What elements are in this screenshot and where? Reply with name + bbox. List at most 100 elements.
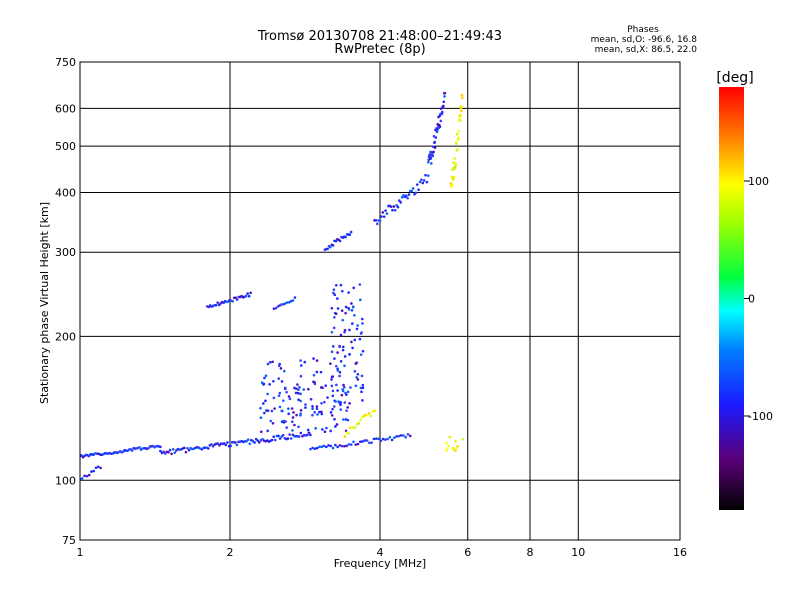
x-mode-point bbox=[455, 142, 458, 145]
o-mode-point bbox=[168, 448, 172, 452]
o-mode-point bbox=[248, 442, 252, 446]
o-mode-point bbox=[325, 426, 328, 430]
o-mode-point bbox=[370, 441, 373, 444]
o-mode-point bbox=[407, 193, 411, 196]
o-mode-point bbox=[263, 376, 266, 380]
chart-subtitle: RwPretec (8p) bbox=[334, 42, 425, 57]
o-mode-point bbox=[249, 291, 252, 295]
o-mode-point bbox=[272, 396, 276, 400]
o-mode-point bbox=[285, 390, 288, 394]
o-mode-point bbox=[343, 401, 347, 404]
data-points bbox=[80, 91, 465, 481]
o-mode-point bbox=[87, 454, 91, 458]
o-mode-point bbox=[330, 306, 334, 310]
o-mode-point bbox=[186, 446, 189, 450]
x-mode-point bbox=[446, 447, 449, 451]
o-mode-point bbox=[324, 384, 328, 387]
o-mode-point bbox=[424, 173, 427, 177]
o-mode-point bbox=[312, 373, 316, 377]
o-mode-point bbox=[285, 301, 289, 304]
x-mode-point bbox=[460, 109, 463, 113]
o-mode-point bbox=[279, 367, 283, 370]
o-mode-point bbox=[359, 353, 363, 356]
o-mode-point bbox=[83, 474, 86, 478]
o-mode-point bbox=[272, 379, 275, 383]
o-mode-point bbox=[159, 449, 162, 453]
o-mode-point bbox=[388, 435, 392, 439]
o-mode-point bbox=[291, 416, 295, 419]
o-mode-point bbox=[347, 308, 351, 311]
x-mode-point bbox=[459, 114, 463, 117]
o-mode-point bbox=[320, 401, 323, 405]
o-mode-point bbox=[262, 402, 265, 405]
o-mode-point bbox=[99, 466, 102, 470]
x-tick-label: 10 bbox=[571, 546, 585, 559]
x-mode-point bbox=[457, 129, 461, 133]
o-mode-point bbox=[431, 154, 435, 158]
o-mode-point bbox=[346, 390, 350, 394]
o-mode-point bbox=[323, 400, 326, 404]
o-mode-point bbox=[339, 333, 343, 337]
o-mode-point bbox=[330, 350, 334, 354]
o-mode-point bbox=[97, 465, 100, 469]
o-mode-point bbox=[296, 383, 299, 386]
y-axis-label: Stationary phase Virtual Height [km] bbox=[38, 202, 51, 404]
o-mode-point bbox=[80, 454, 83, 457]
o-mode-point bbox=[355, 375, 358, 379]
o-mode-point bbox=[277, 377, 281, 380]
o-mode-point bbox=[398, 199, 401, 202]
o-mode-point bbox=[299, 359, 302, 362]
o-mode-point bbox=[297, 388, 300, 391]
o-mode-point bbox=[336, 389, 339, 392]
o-mode-point bbox=[326, 396, 329, 399]
o-mode-point bbox=[340, 393, 344, 397]
o-mode-point bbox=[440, 110, 444, 114]
o-mode-point bbox=[331, 389, 335, 393]
o-mode-point bbox=[210, 443, 213, 446]
o-mode-point bbox=[299, 392, 302, 396]
x-mode-point bbox=[357, 421, 361, 425]
o-mode-point bbox=[297, 425, 300, 429]
o-mode-point bbox=[338, 444, 342, 447]
o-mode-point bbox=[395, 203, 398, 207]
o-mode-point bbox=[315, 405, 319, 408]
o-mode-point bbox=[336, 297, 339, 300]
o-mode-point bbox=[304, 403, 307, 406]
o-mode-point bbox=[282, 399, 285, 402]
o-mode-point bbox=[352, 440, 355, 444]
o-mode-point bbox=[335, 423, 339, 426]
o-mode-point bbox=[287, 395, 291, 398]
o-mode-point bbox=[299, 374, 303, 378]
o-mode-point bbox=[395, 435, 398, 438]
o-mode-point bbox=[368, 441, 371, 445]
o-mode-point bbox=[433, 146, 437, 149]
o-mode-point bbox=[439, 107, 443, 110]
o-mode-point bbox=[385, 212, 389, 215]
o-mode-point bbox=[281, 409, 284, 413]
o-mode-point bbox=[316, 413, 319, 416]
o-mode-point bbox=[332, 288, 336, 291]
o-mode-point bbox=[329, 411, 333, 414]
x-mode-point bbox=[366, 414, 369, 417]
o-mode-point bbox=[293, 296, 297, 299]
o-mode-point bbox=[426, 174, 430, 177]
y-tick-label: 500 bbox=[55, 140, 76, 153]
o-mode-point bbox=[162, 450, 165, 454]
o-mode-point bbox=[410, 189, 414, 193]
o-mode-point bbox=[309, 397, 313, 401]
y-tick-label: 75 bbox=[62, 534, 76, 547]
o-mode-point bbox=[183, 446, 186, 450]
o-mode-point bbox=[313, 447, 317, 451]
o-mode-point bbox=[429, 156, 433, 160]
o-mode-point bbox=[312, 357, 315, 360]
o-mode-point bbox=[356, 378, 360, 381]
o-mode-point bbox=[272, 435, 276, 439]
o-mode-point bbox=[354, 384, 358, 388]
o-mode-point bbox=[348, 328, 351, 332]
o-mode-point bbox=[334, 443, 337, 447]
x-mode-point bbox=[457, 136, 460, 140]
o-mode-point bbox=[435, 130, 439, 134]
o-mode-point bbox=[280, 303, 283, 306]
o-mode-point bbox=[159, 445, 162, 449]
